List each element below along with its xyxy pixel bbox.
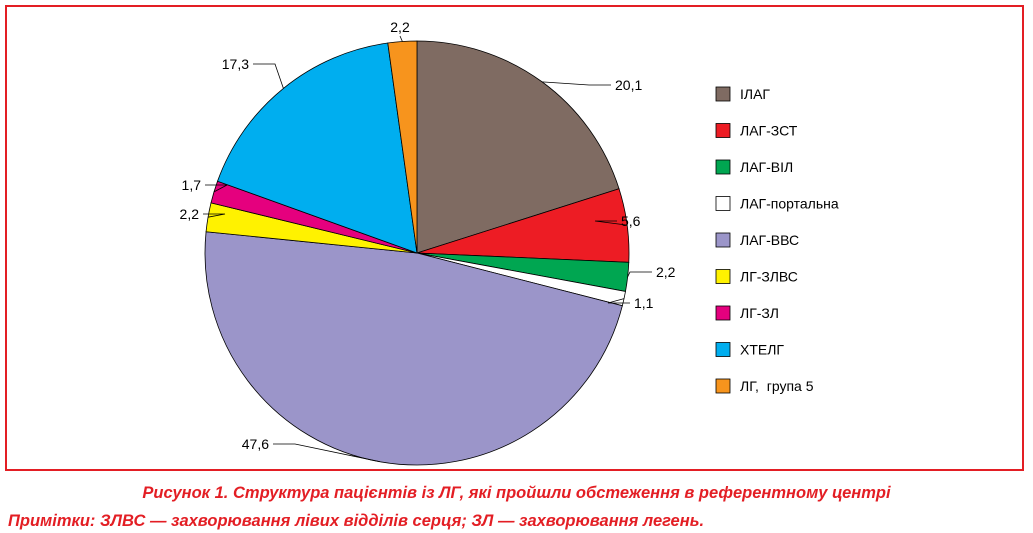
- legend-label: ЛАГ-ЗСТ: [740, 123, 798, 139]
- value-label: 1,7: [182, 177, 202, 193]
- leader-line: [627, 271, 652, 278]
- legend-label: ЛАГ-ВІЛ: [740, 159, 793, 175]
- legend-swatch: [715, 342, 731, 357]
- legend-swatch: [715, 159, 731, 175]
- leader-line: [594, 220, 628, 226]
- legend-label: ЛГ, група 5: [740, 378, 814, 394]
- legend-swatch: [715, 123, 731, 138]
- legend-label: ХТЕЛГ: [740, 342, 784, 358]
- value-label: 2,2: [656, 264, 676, 280]
- legend-swatch: [715, 196, 731, 211]
- value-label: 17,3: [222, 56, 249, 72]
- value-label: 5,6: [621, 213, 641, 229]
- leader-line: [205, 184, 228, 193]
- value-label: 1,1: [634, 295, 654, 311]
- legend-label: ЛГ-ЗЛ: [740, 305, 779, 321]
- legend-swatch: [715, 305, 731, 321]
- leader-line: [273, 443, 380, 463]
- pie-slice: [217, 42, 418, 254]
- figure-frame: 20,1 5,6 2,2 1,1 47,6 2,2 1,7 17,3 2,2 ІЛАГ ЛАГ-З…: [5, 5, 1024, 471]
- legend-label: ЛГ-ЗЛВС: [740, 269, 798, 285]
- pie-slices: [204, 40, 630, 466]
- leader-lines: [203, 35, 652, 463]
- figure-caption: Рисунок 1. Структура пацієнтів із ЛГ, як…: [142, 484, 891, 502]
- value-labels: 20,15,62,21,147,62,21,717,32,2: [180, 19, 676, 452]
- leader-line: [253, 63, 284, 89]
- value-label: 2,2: [180, 206, 200, 222]
- figure-note: Примітки: ЗЛВС — захворювання лівих відд…: [8, 512, 705, 530]
- legend-label: ІЛАГ: [740, 86, 770, 102]
- legend: ІЛАГ ЛАГ-ЗСТ ЛАГ-ВІЛ ЛАГ-портальна ЛАГ-ВВС ЛГ…: [715, 86, 839, 394]
- value-label: 47,6: [242, 436, 269, 452]
- legend-swatch: [715, 269, 731, 284]
- value-label: 2,2: [390, 19, 410, 35]
- legend-label: ЛАГ-ВВС: [740, 232, 799, 248]
- value-label: 20,1: [615, 77, 642, 93]
- leader-line: [542, 81, 611, 86]
- legend-swatch: [715, 86, 731, 102]
- leader-line: [607, 298, 630, 304]
- legend-label: ЛАГ-портальна: [740, 196, 839, 212]
- leader-line: [203, 213, 226, 218]
- legend-swatch: [715, 378, 731, 394]
- leader-line: [399, 35, 403, 42]
- pie-chart: 20,15,62,21,147,62,21,717,32,2 ІЛАГЛАГ-З…: [180, 19, 839, 466]
- legend-swatch: [715, 232, 731, 248]
